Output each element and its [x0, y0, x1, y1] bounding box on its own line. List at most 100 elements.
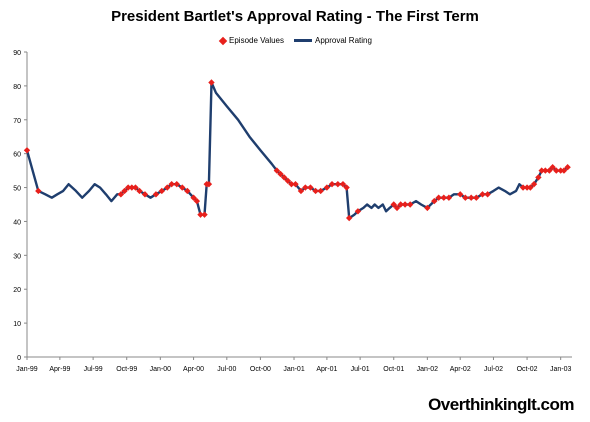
data-point-episode-value — [523, 184, 531, 191]
data-point-episode-value — [168, 180, 175, 188]
x-tick-label: Oct-01 — [383, 366, 404, 373]
data-point-episode-value — [179, 184, 186, 191]
data-point-episode-value — [435, 194, 442, 201]
data-point-episode-value — [124, 184, 132, 191]
data-point-episode-value — [345, 214, 353, 222]
data-point-episode-value — [343, 184, 350, 191]
x-tick-label: Jul-02 — [484, 366, 503, 373]
data-point-episode-value — [431, 197, 438, 205]
data-point-episode-value — [158, 187, 165, 195]
data-point-episode-value — [208, 79, 215, 86]
x-tick-label: Jan-01 — [283, 366, 305, 373]
data-point-episode-value — [132, 184, 139, 191]
data-point-episode-value — [479, 191, 486, 198]
data-point-episode-value — [284, 177, 292, 184]
y-tick-label: 10 — [13, 321, 21, 328]
y-tick-label: 0 — [17, 355, 21, 362]
x-tick-label: Jan-02 — [417, 366, 439, 373]
x-tick-label: Jul-01 — [351, 366, 370, 373]
data-point-episode-value — [190, 194, 197, 201]
data-point-episode-value — [164, 184, 171, 191]
data-point-episode-value — [317, 187, 324, 195]
data-point-episode-value — [553, 167, 560, 174]
data-point-episode-value — [557, 167, 564, 174]
series-line-approval-rating — [25, 81, 569, 220]
data-point-episode-value — [312, 187, 319, 195]
x-tick-label: Oct-00 — [250, 366, 271, 373]
watermark-logo: OverthinkingIt.com — [428, 395, 574, 414]
data-point-episode-value — [128, 184, 136, 191]
data-point-episode-value — [152, 191, 160, 198]
data-point-episode-value — [35, 187, 42, 195]
data-point-episode-value — [307, 184, 314, 191]
data-point-episode-value — [393, 204, 401, 212]
data-point-episode-value — [473, 194, 480, 201]
x-tick-label: Apr-99 — [49, 366, 70, 373]
data-point-episode-value — [406, 201, 414, 208]
x-tick-label: Jul-00 — [217, 366, 236, 373]
data-point-episode-value — [323, 184, 331, 191]
data-point-episode-value — [538, 167, 545, 174]
data-point-episode-value — [205, 180, 213, 188]
data-point-episode-value — [390, 201, 397, 208]
data-point-episode-value — [201, 211, 208, 218]
data-point-episode-value — [560, 167, 568, 174]
data-point-episode-value — [462, 194, 469, 201]
legend-item-episode-values: Episode Values — [218, 36, 284, 45]
line-swatch-icon — [294, 39, 312, 42]
x-tick-label: Apr-02 — [450, 366, 471, 373]
data-point-episode-value — [397, 201, 404, 208]
y-tick-label: 60 — [13, 152, 21, 159]
data-point-episode-value — [527, 184, 534, 191]
data-point-episode-value — [292, 180, 299, 188]
y-tick-label: 70 — [13, 118, 21, 125]
data-point-episode-value — [542, 167, 549, 174]
data-point-episode-value — [484, 191, 491, 198]
y-tick-label: 80 — [13, 84, 21, 91]
data-point-episode-value — [530, 180, 538, 188]
data-point-episode-value — [117, 191, 125, 198]
x-tick-label: Jan-00 — [150, 366, 172, 373]
y-tick-label: 90 — [13, 50, 21, 57]
x-tick-label: Jul-99 — [84, 366, 103, 373]
data-point-episode-value — [288, 180, 295, 188]
data-point-episode-value — [549, 164, 556, 171]
data-point-episode-value — [445, 194, 453, 201]
data-point-episode-value — [535, 174, 542, 181]
x-tick-label: Oct-02 — [517, 366, 538, 373]
data-point-episode-value — [136, 187, 143, 195]
data-point-episode-value — [184, 187, 191, 195]
data-point-episode-value — [401, 201, 409, 208]
data-point-episode-value — [197, 211, 204, 218]
legend-label-approval-rating: Approval Rating — [315, 36, 372, 45]
data-point-episode-value — [173, 180, 180, 188]
data-point-episode-value — [519, 184, 527, 191]
x-tick-label: Apr-01 — [316, 366, 337, 373]
data-point-episode-value — [141, 191, 149, 198]
data-point-episode-value — [280, 174, 288, 181]
legend-label-episode-values: Episode Values — [229, 36, 284, 45]
chart-title: President Bartlet's Approval Rating - Th… — [111, 8, 479, 25]
data-point-episode-value — [193, 197, 201, 205]
x-tick-label: Apr-00 — [183, 366, 204, 373]
data-point-episode-value — [339, 180, 347, 188]
y-tick-label: 40 — [13, 219, 21, 226]
x-tick-label: Jan-03 — [550, 366, 572, 373]
legend-item-approval-rating: Approval Rating — [294, 36, 372, 45]
data-point-episode-value — [424, 204, 431, 212]
data-point-episode-value — [334, 180, 342, 188]
data-point-episode-value — [457, 191, 464, 198]
data-point-episode-value — [328, 180, 336, 188]
x-tick-label: Jan-99 — [16, 366, 38, 373]
data-point-episode-value — [121, 187, 128, 195]
data-point-episode-value — [354, 208, 362, 215]
data-point-episode-value — [440, 194, 447, 201]
data-point-episode-value — [23, 147, 31, 154]
data-point-episode-value — [277, 170, 284, 178]
data-point-episode-value — [273, 167, 281, 174]
legend: Episode Values Approval Rating — [218, 36, 372, 45]
data-point-episode-value — [467, 194, 475, 201]
data-point-episode-value — [297, 187, 305, 195]
